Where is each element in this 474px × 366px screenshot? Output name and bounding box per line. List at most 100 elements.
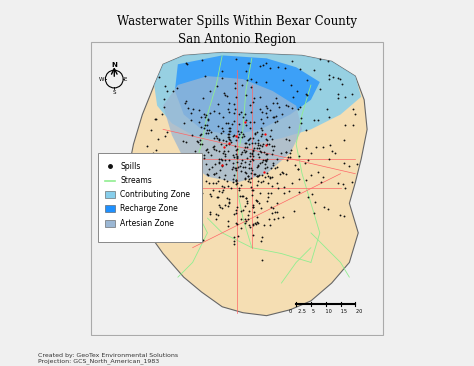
Point <box>256 142 264 148</box>
Point <box>261 131 269 137</box>
Point <box>246 208 253 214</box>
Point <box>237 225 245 231</box>
Point <box>230 132 238 138</box>
Point <box>160 96 168 102</box>
Point <box>247 165 255 171</box>
Point <box>218 126 226 131</box>
Point <box>237 109 245 115</box>
Point <box>264 151 271 157</box>
Point <box>295 190 303 195</box>
Point <box>240 147 247 153</box>
Point <box>223 178 231 184</box>
Point <box>251 220 259 226</box>
Point <box>268 210 275 216</box>
Point <box>218 75 226 81</box>
Point <box>219 163 226 168</box>
Point <box>194 139 202 145</box>
Point <box>301 160 309 166</box>
Point <box>242 122 249 128</box>
Point <box>348 91 356 97</box>
Point <box>222 161 230 167</box>
Point <box>325 156 333 161</box>
Point <box>234 221 241 227</box>
Point <box>261 174 269 180</box>
Point <box>256 148 264 154</box>
Point <box>235 187 242 193</box>
Point <box>182 60 190 66</box>
Text: S: S <box>112 90 116 95</box>
Point <box>209 144 217 150</box>
Point <box>241 203 249 209</box>
Point <box>219 114 227 120</box>
Point <box>268 190 275 196</box>
Point <box>247 85 255 90</box>
Point <box>264 137 271 143</box>
Point <box>226 136 233 142</box>
Point <box>294 166 302 172</box>
Point <box>173 198 181 204</box>
Point <box>163 88 171 94</box>
Point <box>224 218 231 224</box>
Point <box>251 171 259 177</box>
Point <box>249 99 257 105</box>
Point <box>202 178 210 183</box>
Point <box>247 76 255 82</box>
Point <box>242 160 249 165</box>
Point <box>279 170 287 176</box>
Point <box>284 103 292 109</box>
Point <box>307 172 315 178</box>
Point <box>169 173 176 179</box>
Point <box>232 220 239 226</box>
Point <box>264 173 272 179</box>
Point <box>325 58 332 64</box>
Point <box>279 78 287 83</box>
Point <box>282 136 290 142</box>
Point <box>235 111 243 117</box>
Point <box>325 114 333 120</box>
Polygon shape <box>175 55 320 135</box>
Point <box>336 76 344 82</box>
Point <box>273 95 280 101</box>
Point <box>232 178 240 184</box>
Point <box>252 79 259 85</box>
Point <box>212 132 219 138</box>
Point <box>296 66 304 72</box>
Point <box>214 194 221 200</box>
Point <box>325 76 333 82</box>
Point <box>243 195 250 201</box>
Point <box>215 157 222 163</box>
Point <box>255 172 263 178</box>
Point <box>229 164 237 169</box>
Bar <box>105 220 115 227</box>
Bar <box>105 205 115 212</box>
Point <box>237 152 245 157</box>
Point <box>149 150 156 156</box>
Point <box>340 213 347 219</box>
Point <box>271 119 279 125</box>
Point <box>198 183 205 189</box>
Point <box>237 182 245 188</box>
Point <box>255 161 262 167</box>
Point <box>225 128 233 134</box>
Point <box>216 167 224 173</box>
Point <box>182 139 190 145</box>
Point <box>254 182 261 188</box>
Point <box>302 127 310 133</box>
Point <box>217 130 224 136</box>
Point <box>197 152 205 158</box>
Point <box>215 137 223 142</box>
Point <box>278 169 285 175</box>
Point <box>239 206 246 212</box>
Point <box>225 157 233 163</box>
Point <box>254 142 261 147</box>
Point <box>155 74 163 80</box>
Point <box>239 193 247 199</box>
Point <box>258 127 266 133</box>
Point <box>237 160 245 166</box>
Point <box>210 108 218 113</box>
Point <box>204 172 212 178</box>
Point <box>228 166 235 172</box>
Point <box>297 115 305 121</box>
Point <box>258 143 265 149</box>
Point <box>253 173 261 179</box>
